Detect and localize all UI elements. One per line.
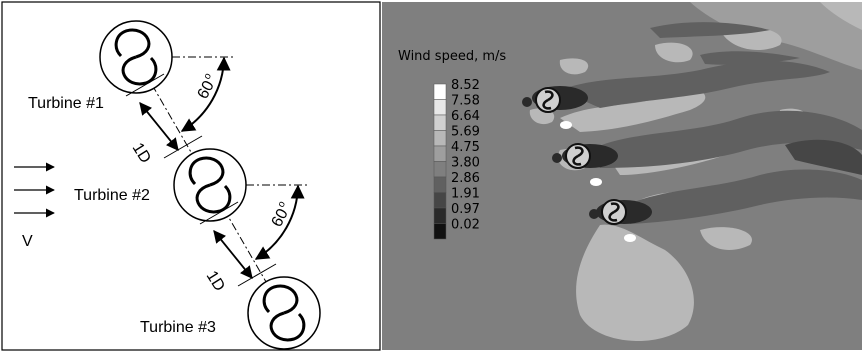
legend-swatch — [433, 145, 447, 162]
svg-text:60: 60 — [269, 206, 292, 230]
legend-swatch — [433, 161, 447, 178]
legend-value: 5.69 — [451, 125, 480, 140]
spacing-tick-2b — [237, 263, 277, 287]
spacing-arrow-1 — [139, 102, 179, 151]
spacing-arrow-2 — [213, 230, 253, 279]
spacing-tick-1a — [125, 73, 165, 97]
legend: Wind speed, m/s 8.527.586.645.694.753.80… — [398, 49, 506, 240]
legend-swatch — [433, 176, 447, 193]
legend-swatch — [433, 223, 447, 240]
contour-field — [522, 2, 862, 342]
spacing-label-2: 1D — [203, 268, 228, 294]
schematic-border — [1, 1, 381, 351]
svg-text:o: o — [202, 71, 215, 81]
legend-swatch — [433, 114, 447, 131]
legend-value: 2.86 — [451, 171, 480, 186]
legend-swatch — [433, 192, 447, 209]
velocity-label: V — [22, 233, 33, 250]
turbine-2-rotor — [173, 148, 247, 222]
legend-value: 8.52 — [451, 78, 480, 93]
angle-arc-1 — [180, 56, 231, 132]
legend-value: 7.58 — [451, 94, 480, 109]
angle-arc-2 — [254, 184, 305, 260]
svg-text:60: 60 — [195, 78, 218, 102]
legend-swatch — [433, 130, 447, 147]
spacing-tick-2a — [199, 201, 239, 225]
legend-value: 4.75 — [451, 140, 480, 155]
spacing-tick-1b — [163, 135, 203, 159]
legend-value: 3.80 — [451, 156, 480, 171]
turbine-3-label: Turbine #3 — [140, 319, 216, 336]
legend-value: 1.91 — [451, 187, 480, 202]
legend-swatch — [433, 207, 447, 224]
turbine-1-label: Turbine #1 — [28, 95, 104, 112]
legend-swatch — [433, 99, 447, 116]
svg-text:o: o — [276, 199, 289, 209]
angle-label-2: 60 o — [269, 199, 292, 230]
turbine-1-rotor — [99, 20, 173, 94]
angle-label-1: 60 o — [195, 71, 218, 102]
spacing-label-1: 1D — [129, 140, 154, 166]
turbine-3-rotor — [247, 276, 321, 350]
legend-value: 0.02 — [451, 218, 480, 233]
turbine-2-label: Turbine #2 — [74, 187, 150, 204]
legend-title: Wind speed, m/s — [398, 49, 506, 64]
contour-panel: Wind speed, m/s 8.527.586.645.694.753.80… — [382, 2, 862, 350]
legend-value: 0.97 — [451, 202, 480, 217]
schematic-panel: Turbine #1 Turbine #2 Turbine #3 1D 1D 6… — [1, 1, 381, 351]
legend-value: 6.64 — [451, 109, 480, 124]
legend-scale: 8.527.586.645.694.753.802.861.910.970.02 — [433, 78, 480, 240]
legend-swatch — [433, 83, 447, 100]
